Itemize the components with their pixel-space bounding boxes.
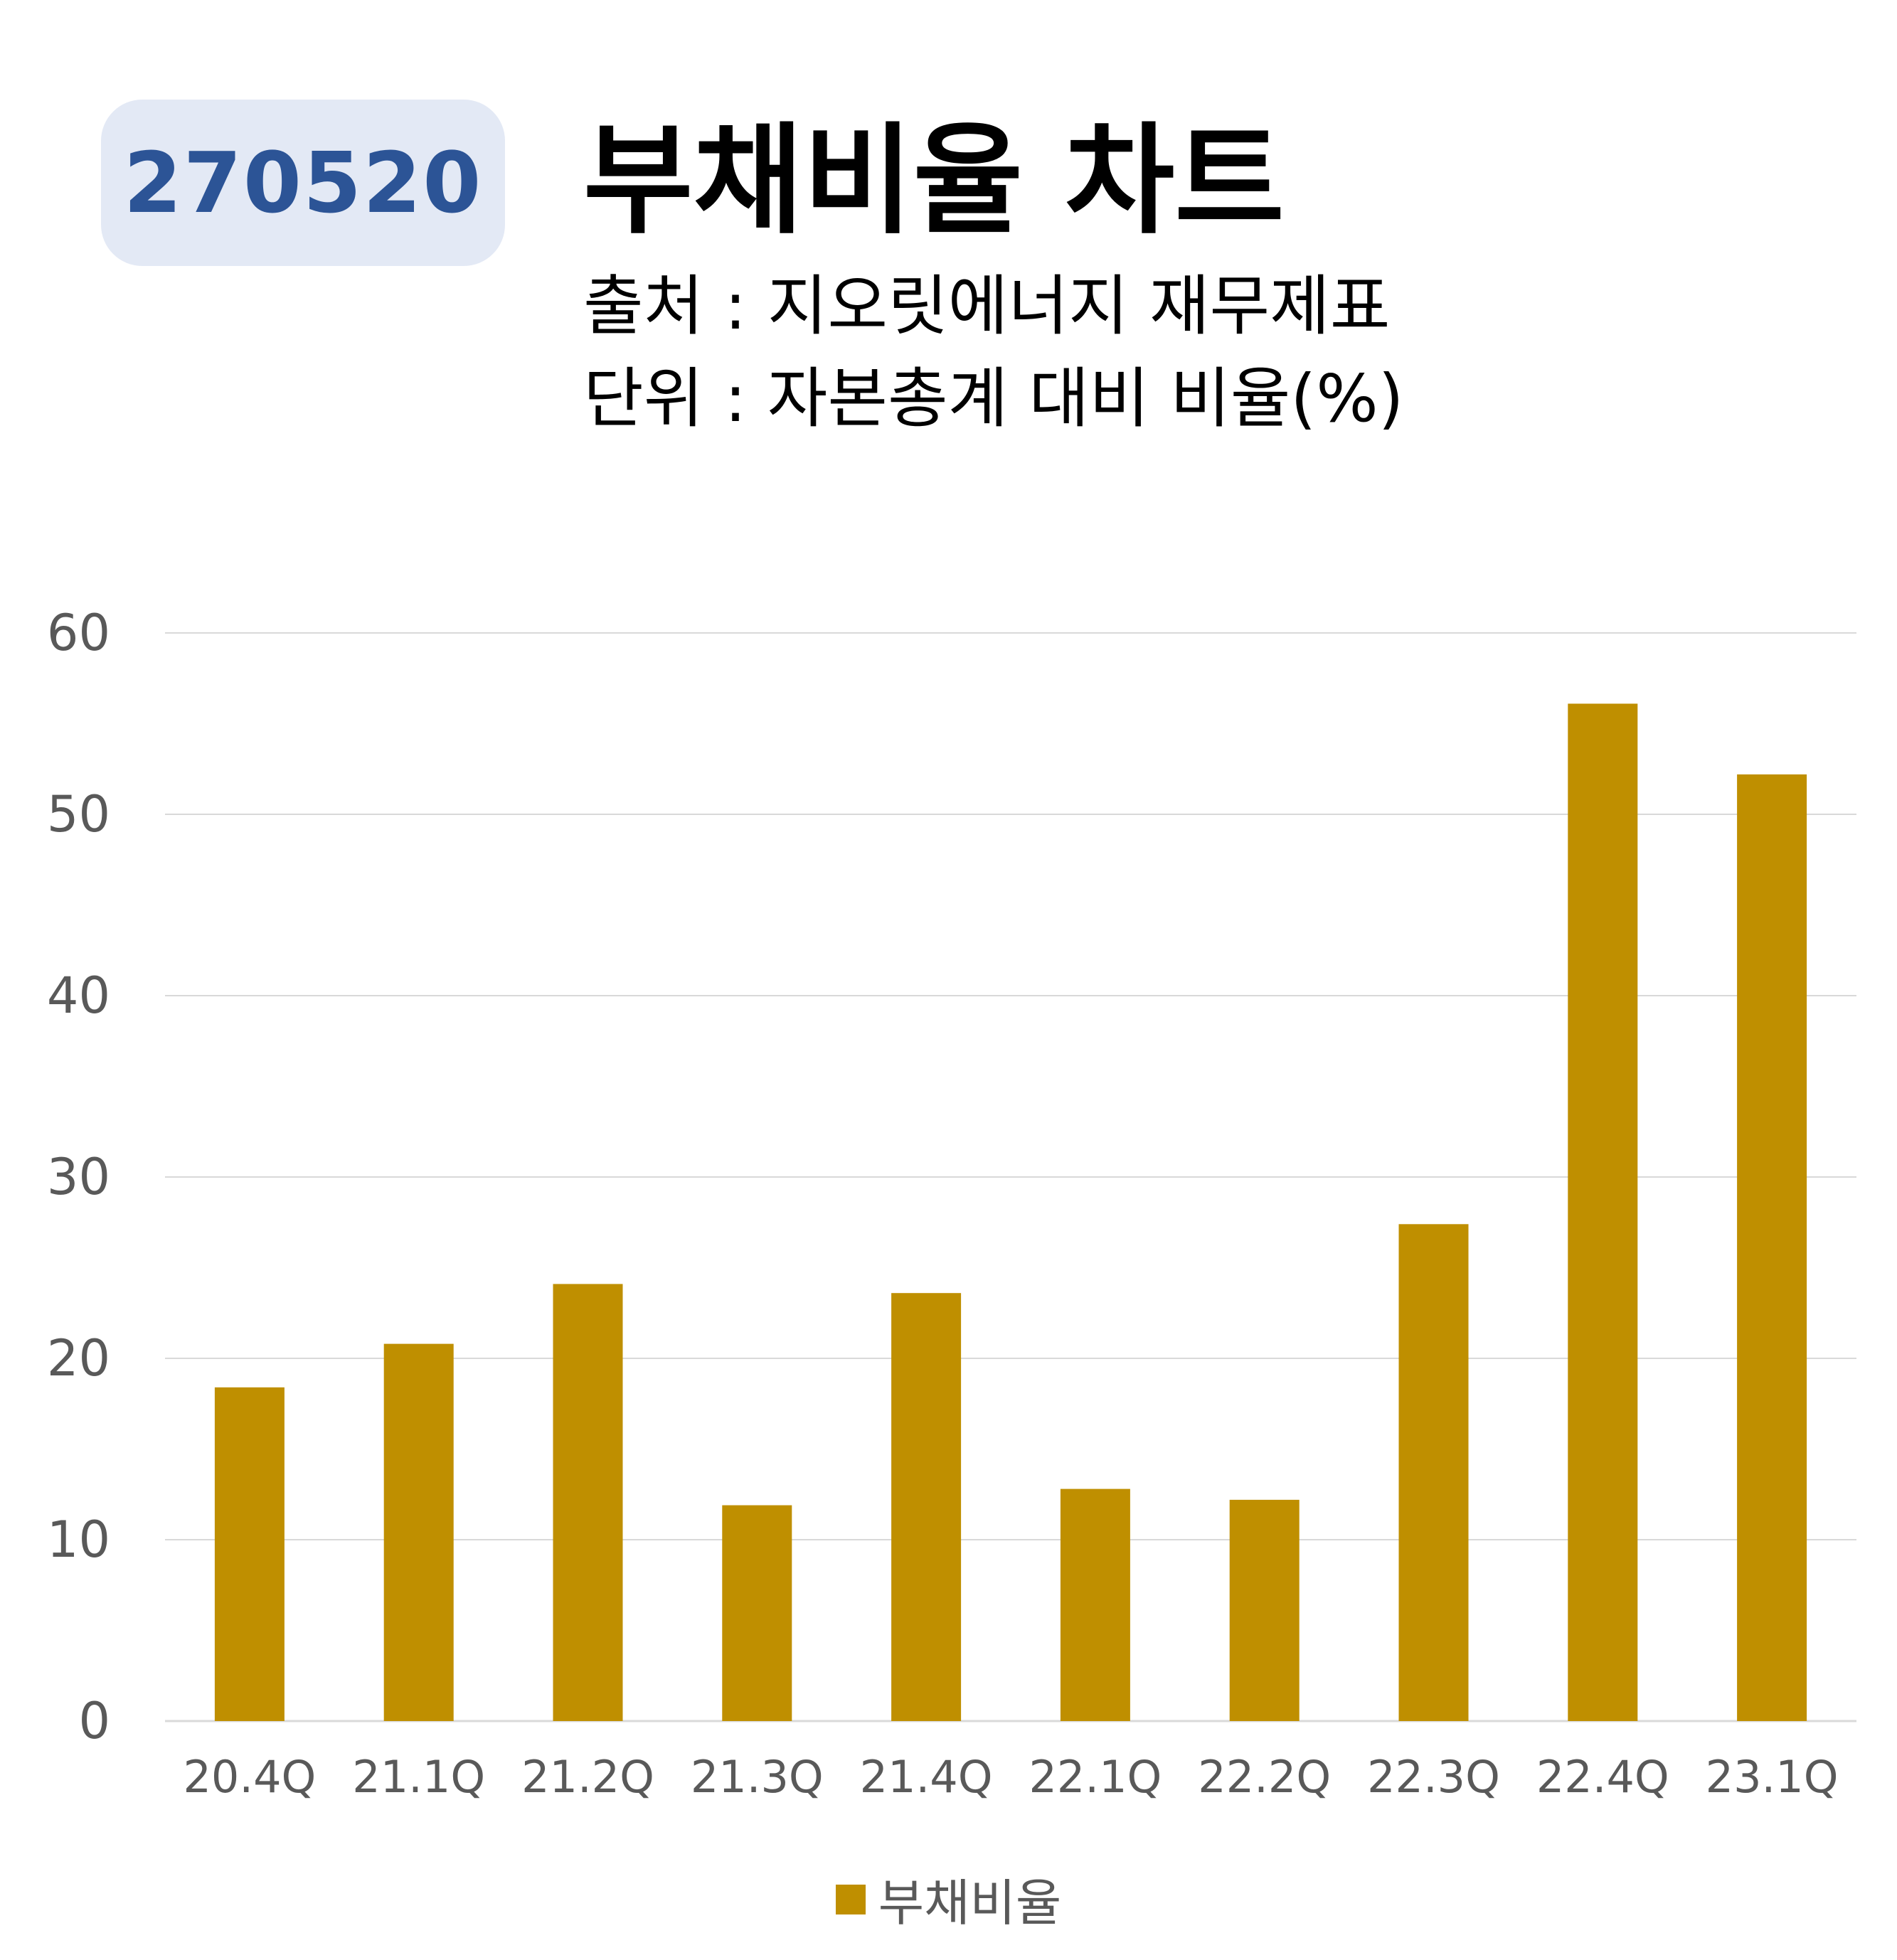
bar-22.4Q: [1568, 703, 1638, 1722]
y-tick-label: 20: [47, 1329, 110, 1388]
y-tick-label: 40: [47, 966, 110, 1025]
bars: [214, 703, 1807, 1722]
y-axis-ticks: 0 10 20 30 40 50 60: [47, 604, 110, 1750]
bar-21.1Q: [383, 1343, 454, 1721]
bar-22.1Q: [1060, 1488, 1130, 1721]
x-tick-label: 20.4Q: [183, 1751, 316, 1803]
x-tick-label: 21.4Q: [860, 1751, 993, 1803]
x-tick-label: 21.1Q: [352, 1751, 485, 1803]
bar-21.4Q: [891, 1293, 962, 1721]
legend-swatch: [835, 1884, 866, 1914]
legend: 부채비율: [0, 1863, 1897, 1935]
x-tick-label: 22.4Q: [1536, 1751, 1669, 1803]
x-tick-label: 21.3Q: [691, 1751, 824, 1803]
y-tick-label: 50: [47, 785, 110, 843]
y-tick-label: 0: [78, 1692, 110, 1750]
bar-23.1Q: [1737, 774, 1807, 1721]
x-tick-label: 22.1Q: [1029, 1751, 1162, 1803]
bar-22.2Q: [1229, 1499, 1300, 1721]
x-tick-label: 22.2Q: [1198, 1751, 1331, 1803]
x-tick-label: 21.2Q: [521, 1751, 654, 1803]
page-title: 부채비율 차트: [583, 111, 1285, 250]
source-text: 출처 : 지오릿에너지 재무제표: [583, 268, 1391, 344]
y-tick-label: 60: [47, 604, 110, 662]
stock-code-badge: 270520: [101, 100, 505, 266]
x-axis-ticks: 20.4Q 21.1Q 21.2Q 21.3Q 21.4Q 22.1Q 22.2Q 22.3Q…: [183, 1751, 1838, 1803]
bar-21.3Q: [722, 1505, 792, 1721]
legend-label: 부채비율: [878, 1874, 1062, 1932]
bar-20.4Q: [214, 1387, 285, 1721]
unit-text: 단위 : 자본총계 대비 비율(%): [583, 361, 1404, 437]
bar-21.2Q: [553, 1284, 623, 1721]
y-tick-label: 30: [47, 1148, 110, 1206]
y-tick-label: 10: [47, 1511, 110, 1569]
x-tick-label: 23.1Q: [1706, 1751, 1839, 1803]
x-tick-label: 22.3Q: [1367, 1751, 1500, 1803]
bar-22.3Q: [1398, 1224, 1469, 1721]
